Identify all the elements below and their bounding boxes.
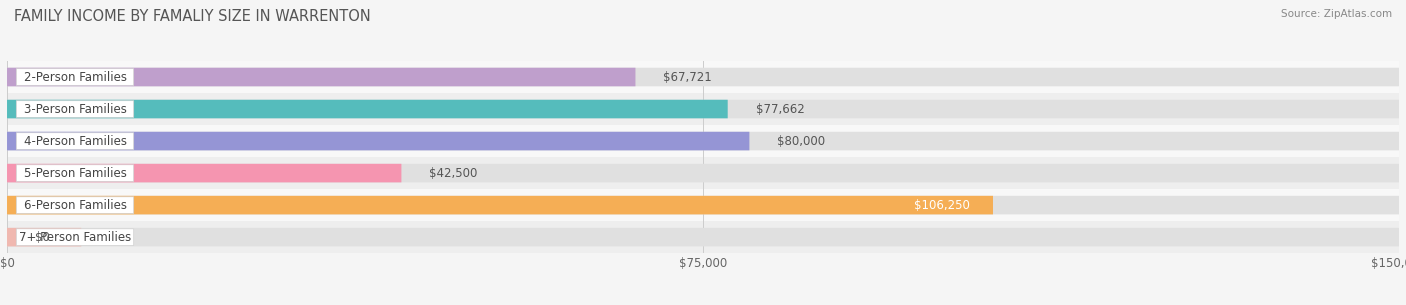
Text: $80,000: $80,000 [778,135,825,148]
Text: $77,662: $77,662 [755,102,804,116]
Bar [7,189,1399,221]
FancyBboxPatch shape [17,101,134,117]
FancyBboxPatch shape [7,228,82,246]
FancyBboxPatch shape [7,164,1399,182]
Text: 6-Person Families: 6-Person Families [24,199,127,212]
FancyBboxPatch shape [17,69,134,85]
Text: 4-Person Families: 4-Person Families [24,135,127,148]
Text: $67,721: $67,721 [664,70,711,84]
FancyBboxPatch shape [7,196,1399,214]
Text: $42,500: $42,500 [429,167,478,180]
Text: FAMILY INCOME BY FAMALIY SIZE IN WARRENTON: FAMILY INCOME BY FAMALIY SIZE IN WARRENT… [14,9,371,24]
Text: $106,250: $106,250 [914,199,970,212]
FancyBboxPatch shape [7,68,636,86]
Bar [7,61,1399,93]
FancyBboxPatch shape [7,132,749,150]
FancyBboxPatch shape [17,165,134,181]
FancyBboxPatch shape [7,228,1399,246]
FancyBboxPatch shape [7,100,1399,118]
FancyBboxPatch shape [7,100,728,118]
Text: 2-Person Families: 2-Person Families [24,70,127,84]
FancyBboxPatch shape [7,196,993,214]
FancyBboxPatch shape [17,197,134,213]
Bar [7,157,1399,189]
FancyBboxPatch shape [7,164,401,182]
FancyBboxPatch shape [17,133,134,149]
Bar [7,221,1399,253]
Text: 7+ Person Families: 7+ Person Families [18,231,131,244]
Text: Source: ZipAtlas.com: Source: ZipAtlas.com [1281,9,1392,19]
Text: 3-Person Families: 3-Person Families [24,102,127,116]
FancyBboxPatch shape [7,68,1399,86]
FancyBboxPatch shape [7,132,1399,150]
Bar [7,125,1399,157]
Bar [7,93,1399,125]
Text: 5-Person Families: 5-Person Families [24,167,127,180]
FancyBboxPatch shape [17,229,134,246]
Text: $0: $0 [35,231,49,244]
